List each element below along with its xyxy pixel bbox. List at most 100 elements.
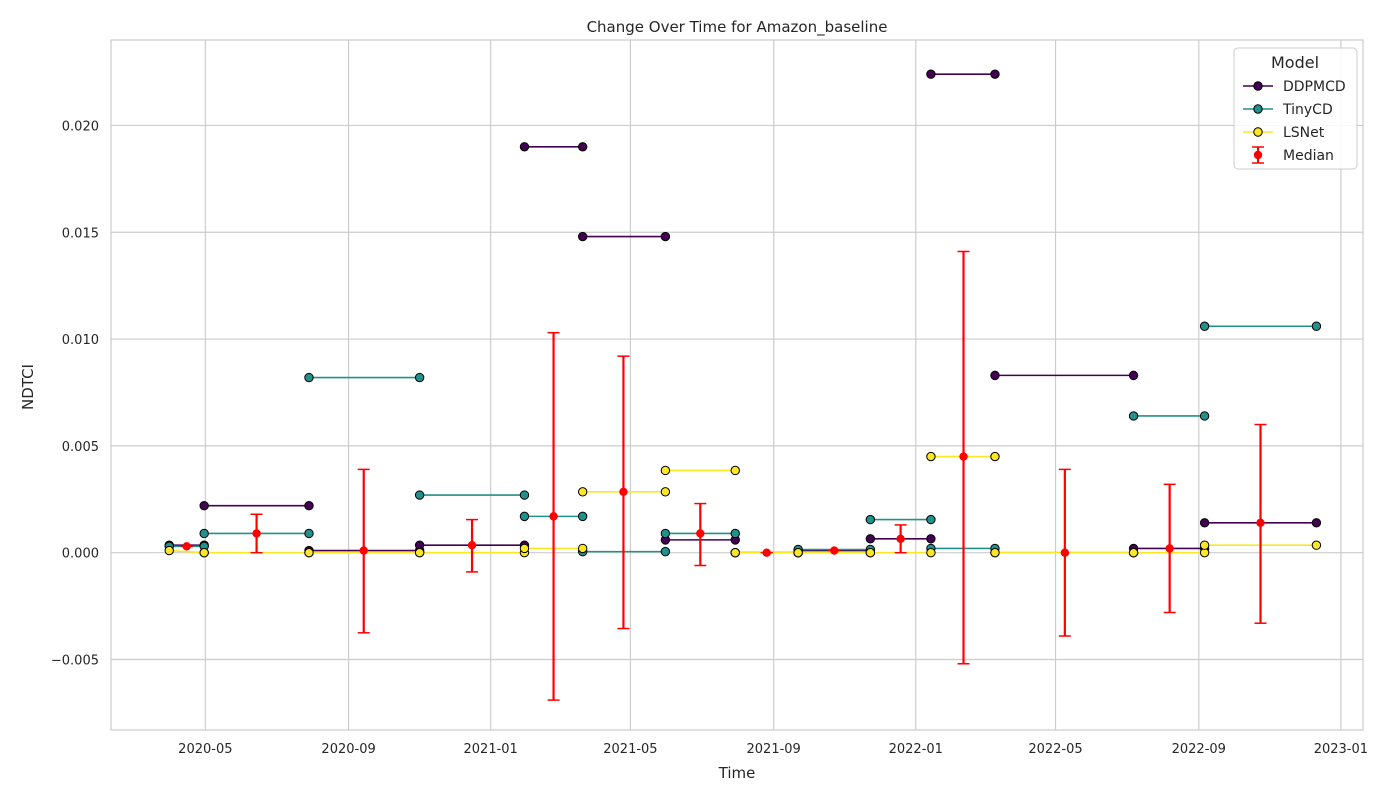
legend-box bbox=[1233, 47, 1358, 170]
tinycd-point bbox=[1128, 411, 1139, 421]
legend-median-marker bbox=[1253, 150, 1263, 160]
x-tick-labels: 2020-05 2020-09 2021-01 2021-05 2021-09 2022-… bbox=[178, 742, 1368, 757]
tinycd-point bbox=[414, 490, 425, 500]
median-errorbar bbox=[466, 518, 479, 573]
legend-ddpmcd-marker bbox=[1253, 81, 1263, 91]
ddpmcd-point bbox=[865, 534, 876, 544]
tinycd-point bbox=[304, 528, 314, 539]
ddpmcd-point bbox=[926, 534, 936, 544]
tinycd-point bbox=[304, 372, 314, 383]
median-point bbox=[252, 529, 261, 538]
ddpmcd-point bbox=[926, 69, 936, 79]
median-point bbox=[467, 541, 477, 550]
y-tick-label: 0.020 bbox=[62, 119, 99, 134]
legend-tinycd-label: TinyCD bbox=[1282, 102, 1333, 118]
median-errorbar bbox=[894, 524, 907, 554]
tinycd-point bbox=[660, 546, 671, 557]
median-point bbox=[549, 512, 558, 521]
median-errorbar bbox=[828, 546, 841, 555]
x-tick-label: 2020-05 bbox=[178, 742, 232, 757]
median-errorbar bbox=[357, 468, 370, 634]
ddpmcd-point bbox=[519, 142, 530, 152]
tinycd-point bbox=[577, 511, 588, 522]
median-errorbar bbox=[1058, 468, 1071, 637]
median-point bbox=[619, 487, 628, 497]
lsnet-point bbox=[865, 547, 876, 558]
median-errorbar bbox=[547, 331, 560, 701]
median-errorbar bbox=[250, 513, 263, 554]
lsnet-point bbox=[793, 547, 803, 558]
y-axis-label: NDTCI bbox=[19, 364, 37, 410]
lsnet-point bbox=[660, 465, 671, 476]
x-tick-label: 2023-01 bbox=[1314, 742, 1368, 757]
median-errorbar bbox=[760, 548, 773, 557]
legend-median-label: Median bbox=[1283, 148, 1334, 164]
chart-title: Change Over Time for Amazon_baseline bbox=[587, 18, 888, 37]
tinycd-point bbox=[1311, 321, 1322, 331]
legend-ddpmcd-label: DDPMCD bbox=[1283, 79, 1346, 95]
legend-lsnet-label: LSNet bbox=[1283, 125, 1325, 141]
lsnet-point bbox=[1128, 547, 1139, 558]
median-point bbox=[359, 546, 368, 555]
median-point bbox=[762, 548, 771, 557]
median-errorbar bbox=[1163, 483, 1176, 614]
lsnet-point bbox=[730, 465, 740, 476]
tinycd-point bbox=[414, 372, 425, 383]
lsnet-point bbox=[414, 547, 425, 558]
ddpmcd-point bbox=[1128, 370, 1139, 381]
legend-tinycd-marker bbox=[1253, 104, 1263, 114]
median-errorbar bbox=[1254, 423, 1267, 624]
lsnet-point bbox=[1199, 540, 1210, 550]
y-tick-label: 0.015 bbox=[62, 226, 99, 241]
y-tick-label: 0.000 bbox=[62, 547, 99, 562]
x-tick-label: 2022-09 bbox=[1172, 742, 1226, 757]
ddpmcd-point bbox=[990, 69, 1000, 79]
median-point bbox=[1256, 518, 1265, 527]
lsnet-point bbox=[990, 451, 1000, 462]
x-tick-label: 2022-05 bbox=[1028, 742, 1082, 757]
tinycd-point bbox=[519, 490, 530, 500]
median-point bbox=[896, 534, 905, 544]
x-tick-label: 2021-01 bbox=[464, 742, 518, 757]
ddpmcd-point bbox=[1199, 518, 1210, 528]
x-axis-label: Time bbox=[718, 764, 756, 782]
legend-title: Model bbox=[1271, 53, 1319, 72]
x-tick-label: 2021-09 bbox=[747, 742, 801, 757]
median-errorbar bbox=[617, 355, 630, 630]
y-tick-label: 0.010 bbox=[62, 333, 99, 348]
median-point bbox=[1060, 548, 1070, 557]
x-tick-label: 2021-05 bbox=[603, 742, 657, 757]
tinycd-point bbox=[1199, 411, 1210, 421]
median-errorbar bbox=[957, 250, 970, 665]
legend: Model DDPMCD TinyCD LSNet Median bbox=[1233, 47, 1358, 170]
tinycd-point bbox=[199, 528, 209, 539]
lsnet-point bbox=[577, 543, 588, 554]
tinycd-point bbox=[660, 528, 671, 539]
lsnet-point bbox=[926, 451, 936, 462]
plot-frame bbox=[110, 39, 1364, 731]
tinycd-point bbox=[865, 514, 876, 525]
lsnet-point bbox=[1311, 540, 1322, 550]
lsnet-point bbox=[519, 543, 530, 554]
lsnet-point bbox=[730, 547, 740, 558]
tinycd-point bbox=[1199, 321, 1210, 331]
ddpmcd-point bbox=[990, 370, 1000, 381]
ddpmcd-point bbox=[577, 231, 588, 242]
lsnet-point bbox=[926, 547, 936, 558]
median-point bbox=[1165, 544, 1174, 553]
median-point bbox=[830, 546, 839, 555]
lsnet-point bbox=[164, 545, 174, 556]
lsnet-point bbox=[660, 487, 671, 497]
ddpmcd-point bbox=[1311, 518, 1322, 528]
x-tick-label: 2022-01 bbox=[889, 742, 943, 757]
lsnet-point bbox=[990, 547, 1000, 558]
median-errorbar bbox=[180, 542, 193, 551]
y-tick-labels: −0.005 0.000 0.005 0.010 0.015 0.020 bbox=[51, 119, 99, 668]
ddpmcd-point bbox=[577, 142, 588, 152]
tinycd-point bbox=[730, 528, 740, 539]
tinycd-point bbox=[519, 511, 530, 522]
ddpmcd-point bbox=[660, 231, 671, 242]
median-point bbox=[182, 542, 191, 551]
lsnet-point bbox=[577, 487, 588, 497]
